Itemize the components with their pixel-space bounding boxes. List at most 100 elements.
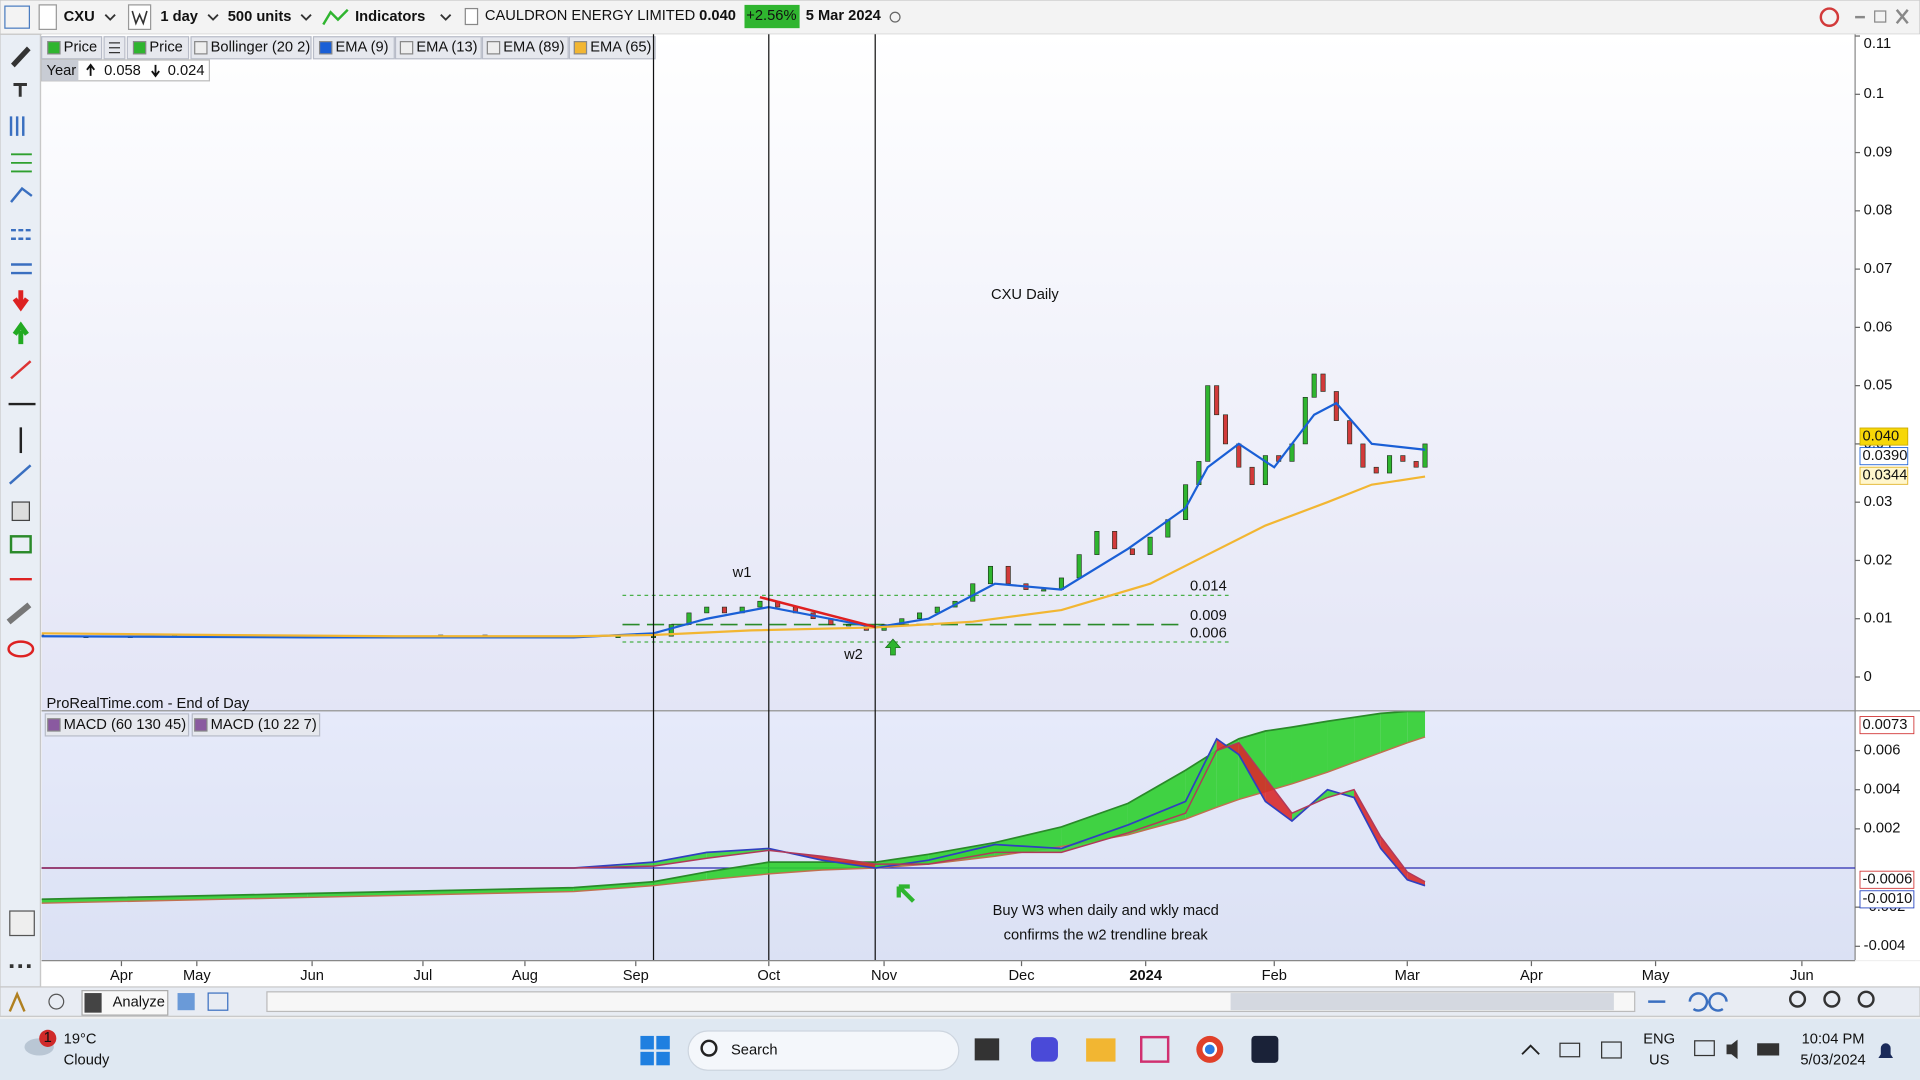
dropdown-arrow[interactable] bbox=[207, 14, 219, 21]
alerts-tool[interactable] bbox=[9, 910, 35, 937]
source: ProRealTime.com - End of Day bbox=[47, 696, 250, 712]
change: +2.56% bbox=[746, 8, 796, 24]
indicators[interactable]: Indicators bbox=[355, 9, 425, 25]
macd-value-bg bbox=[1859, 870, 1915, 889]
zoom-in-icon[interactable] bbox=[1857, 990, 1875, 1008]
tray-chevron[interactable] bbox=[1521, 1044, 1540, 1055]
close[interactable] bbox=[1895, 9, 1909, 25]
x-tick-label: Nov bbox=[871, 968, 898, 984]
snip-icon[interactable] bbox=[1140, 1035, 1170, 1063]
y-tick-label: 0 bbox=[1864, 669, 1872, 685]
macd-band bbox=[653, 852, 707, 867]
start-button[interactable] bbox=[640, 1035, 670, 1066]
y-tick-label: 0.1 bbox=[1864, 86, 1884, 102]
zoom-out-icon[interactable] bbox=[1823, 990, 1841, 1008]
x-tick-label: Jul bbox=[414, 968, 433, 984]
candle bbox=[1147, 536, 1153, 555]
abc-tool[interactable] bbox=[8, 464, 32, 485]
sync-icon[interactable] bbox=[1819, 7, 1840, 27]
tablet-icon[interactable] bbox=[1601, 1041, 1622, 1059]
macd-band bbox=[822, 856, 876, 869]
indicators-icon bbox=[322, 8, 349, 26]
x-tick-label: Feb bbox=[1262, 968, 1287, 984]
ema-line bbox=[41, 475, 1426, 638]
clock-time[interactable]: 10:04 PM bbox=[1802, 1031, 1865, 1047]
ruler-tool[interactable] bbox=[6, 602, 32, 625]
scroll-thumb[interactable] bbox=[1230, 993, 1614, 1011]
level-label: 0.014 bbox=[1190, 579, 1227, 595]
units[interactable]: 500 units bbox=[228, 9, 292, 25]
legend-swatch bbox=[318, 41, 333, 55]
analyze-icon bbox=[84, 993, 102, 1013]
hline-tool[interactable] bbox=[11, 263, 32, 275]
search-icon[interactable] bbox=[38, 4, 57, 31]
ellipse-tool[interactable] bbox=[7, 640, 35, 658]
candle bbox=[1094, 531, 1100, 555]
macd-legend-button[interactable] bbox=[191, 713, 321, 737]
x-tick-label: Dec bbox=[1008, 968, 1034, 984]
text-tool[interactable] bbox=[13, 83, 27, 97]
notification-bell[interactable] bbox=[1878, 1043, 1894, 1058]
legend-button[interactable] bbox=[481, 36, 569, 60]
taskview-icon[interactable] bbox=[974, 1038, 1000, 1061]
legend-entry: Price bbox=[64, 40, 97, 56]
teams-icon[interactable] bbox=[1031, 1037, 1058, 1062]
keyboard-icon[interactable] bbox=[1559, 1042, 1581, 1058]
battery-icon[interactable] bbox=[1757, 1043, 1780, 1056]
restore[interactable] bbox=[1874, 10, 1887, 23]
logo-icon[interactable] bbox=[4, 5, 31, 29]
info-icon[interactable] bbox=[464, 7, 479, 26]
candle bbox=[1320, 373, 1326, 392]
candle bbox=[1302, 396, 1308, 445]
trash-tool[interactable] bbox=[11, 501, 31, 522]
y-tick-label: 0.004 bbox=[1864, 782, 1901, 798]
fib-lines-tool[interactable] bbox=[11, 153, 32, 173]
fan-tool[interactable] bbox=[10, 186, 33, 203]
dropdown-arrow[interactable] bbox=[440, 14, 452, 21]
symbol[interactable]: CXU bbox=[64, 9, 95, 25]
network-icon[interactable] bbox=[1694, 1040, 1715, 1057]
share-icon[interactable] bbox=[48, 993, 65, 1010]
legend-button[interactable] bbox=[568, 36, 656, 60]
legend-button[interactable] bbox=[312, 36, 395, 60]
analyze-label[interactable]: Analyze bbox=[113, 995, 165, 1011]
rect-tool[interactable] bbox=[9, 535, 32, 554]
x-tick-label: Aug bbox=[512, 968, 538, 984]
segment-tool[interactable] bbox=[10, 360, 32, 380]
macd-value-label: -0.0010 bbox=[1862, 891, 1912, 907]
legend-button[interactable] bbox=[190, 36, 312, 60]
explorer-icon[interactable] bbox=[1086, 1038, 1116, 1062]
zoom-icon[interactable] bbox=[1788, 990, 1807, 1008]
macd-pane bbox=[41, 711, 1856, 960]
clock-date[interactable]: 5/03/2024 bbox=[1800, 1052, 1865, 1068]
up-arrow-tool[interactable] bbox=[12, 321, 29, 345]
window-icon[interactable] bbox=[207, 992, 229, 1011]
nav-icons[interactable] bbox=[1648, 992, 1728, 1012]
prorealtime-icon[interactable] bbox=[1251, 1035, 1279, 1063]
macd-band bbox=[1216, 738, 1239, 755]
pencil-tool[interactable] bbox=[11, 46, 31, 68]
chat-icon[interactable] bbox=[177, 993, 195, 1011]
macd-band bbox=[307, 887, 574, 898]
dropdown-arrow[interactable] bbox=[300, 14, 312, 21]
instrument-name: CAULDRON ENERGY LIMITED bbox=[485, 8, 695, 24]
search-label[interactable]: Search bbox=[731, 1042, 778, 1058]
macd-value-label: -0.0006 bbox=[1862, 872, 1912, 888]
legend-button[interactable] bbox=[394, 36, 482, 60]
status-dot bbox=[889, 11, 901, 23]
fib-tool[interactable] bbox=[9, 116, 25, 136]
dropdown-arrow[interactable] bbox=[104, 14, 116, 21]
macd-legend-button[interactable] bbox=[44, 713, 190, 737]
price-label: 0.0390 bbox=[1862, 448, 1907, 464]
period-label: Year bbox=[47, 63, 77, 79]
down-arrow-tool[interactable] bbox=[12, 290, 29, 312]
channel-tool[interactable] bbox=[11, 228, 32, 241]
search-box[interactable] bbox=[687, 1030, 960, 1071]
candle bbox=[1076, 554, 1082, 579]
draw-icon[interactable] bbox=[8, 991, 26, 1012]
w-button[interactable] bbox=[127, 4, 152, 31]
interval[interactable]: 1 day bbox=[160, 9, 198, 25]
candle bbox=[721, 606, 727, 614]
